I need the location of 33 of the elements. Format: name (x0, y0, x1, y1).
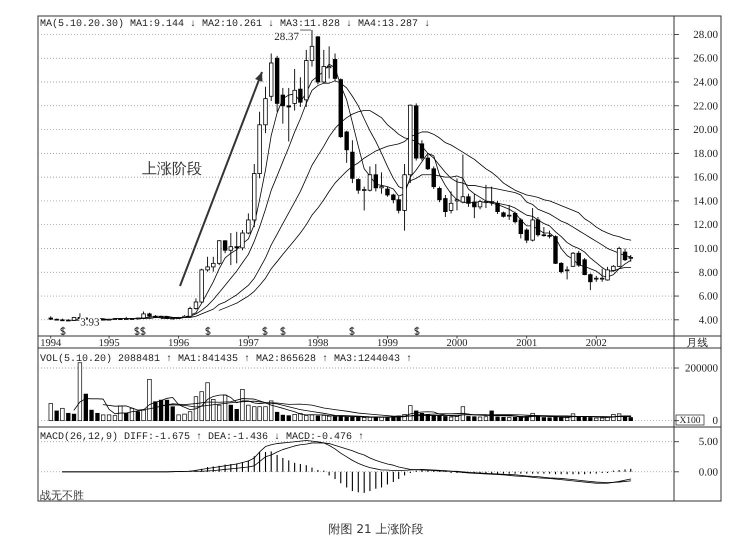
x-tick-label: 1994 (40, 338, 62, 349)
y-tick-label: 14.00 (693, 195, 718, 208)
text: MACD(26,12,9) DIFF:-1.675 ↑ DEA:-1.436 ↓ MACD:-0.476 ↑ (40, 431, 364, 443)
x-tick-label: 1996 (168, 338, 190, 349)
annotation: 28.37 (274, 31, 300, 44)
x-tick-label: 2000 (446, 338, 468, 349)
y-tick-label: 4.00 (698, 314, 718, 326)
chart-title: MA(5.10.20.30) MA1:9.144 ↓ MA2:10.261 ↓ MA3:11.828 ↓ MA4:13.287 ↓ (40, 18, 430, 30)
y-tick-label: 24.00 (693, 76, 718, 88)
y-tick-label: 0 (712, 415, 718, 428)
text: 附图 21 上涨阶段 (328, 522, 424, 536)
annotation: 3.93 (80, 316, 100, 329)
x-tick-label: 1997 (238, 338, 259, 349)
x-tick-label: 1999 (376, 338, 398, 349)
x-tick-label: 1995 (98, 338, 120, 349)
y-tick-label: 12.00 (693, 219, 718, 232)
annotation: 上涨阶段 (142, 160, 202, 178)
y-tick-label: 22.00 (693, 100, 718, 112)
x-tick-label: 1998 (307, 338, 328, 349)
annotation: 战无不胜 (40, 489, 84, 502)
y-tick-label: 6.00 (698, 290, 718, 303)
y-tick-label: 5.00 (698, 436, 718, 448)
y-tick-label: 28.00 (693, 28, 718, 41)
y-tick-label: 26.00 (693, 52, 718, 65)
y-tick-label: 20.00 (693, 124, 718, 136)
x-axis-title: 月线 (686, 336, 708, 349)
y-tick-label: 18.00 (693, 148, 718, 160)
y-tick-label: 0.00 (698, 466, 718, 478)
y-tick-label: 16.00 (693, 172, 718, 184)
y-tick-label: 8.00 (698, 266, 718, 279)
x-tick-label: 2001 (516, 338, 538, 349)
x-tick-label: 2002 (586, 338, 607, 349)
y-tick-label: 10.00 (693, 242, 718, 255)
